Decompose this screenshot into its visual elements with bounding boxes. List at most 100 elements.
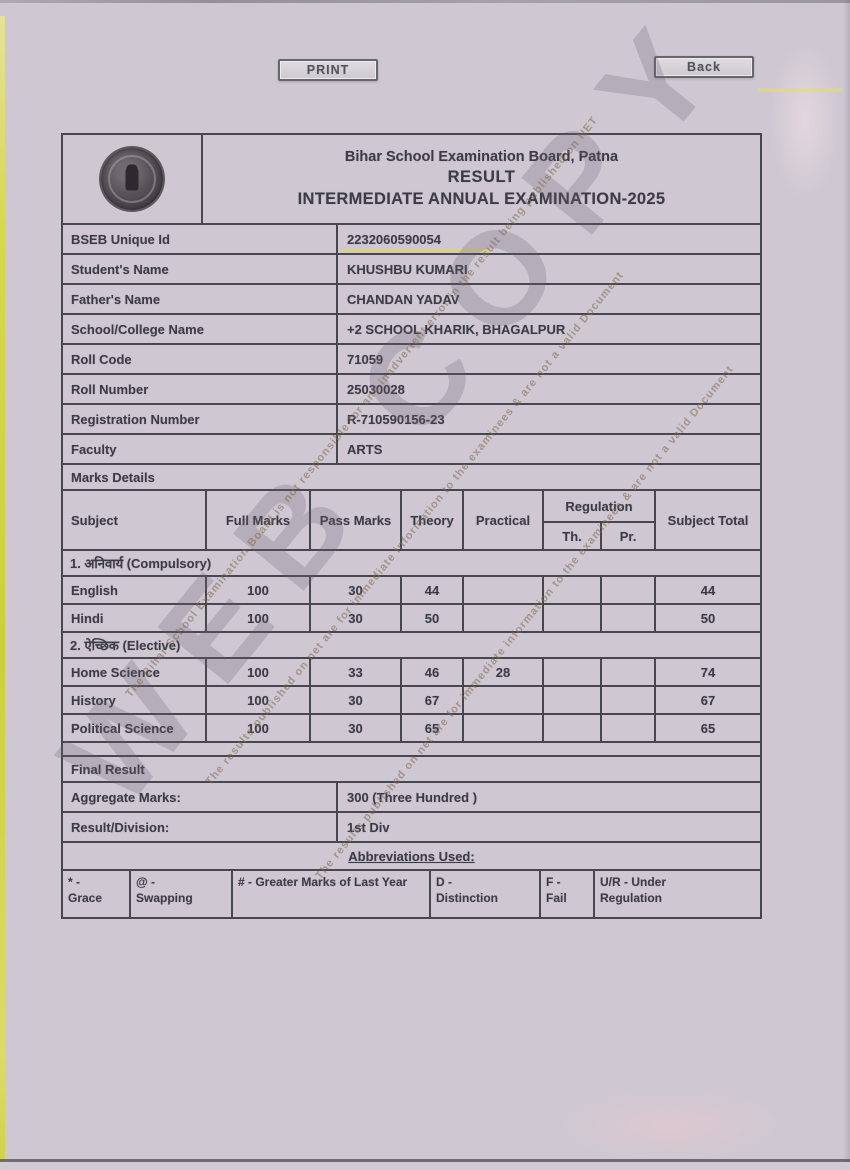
abbr-text: D - Distinction (436, 875, 498, 906)
abbr-text: @ - Swapping (136, 875, 193, 906)
info-label: Faculty (63, 435, 338, 463)
marks-cell-reg-th (542, 657, 602, 687)
scan-edge-bottom-margin (0, 1162, 850, 1170)
abbreviations-title-label: Abbreviations Used: (348, 848, 475, 864)
marks-row-political-science: Political Science 100 30 65 65 (63, 713, 760, 743)
marks-cell-theory: 67 (400, 685, 464, 715)
info-label: Registration Number (63, 405, 338, 433)
marks-cell-subject: History (63, 685, 207, 715)
marks-cell-total: 74 (654, 657, 760, 687)
info-label: School/College Name (63, 315, 338, 343)
marks-cell-total: 65 (654, 713, 760, 743)
info-row-registration-number: Registration Number R-710590156-23 (63, 403, 760, 433)
result-label: RESULT (447, 168, 516, 186)
group-compulsory-row: 1. अनिवार्य (Compulsory) (63, 549, 760, 577)
marks-cell-reg-pr (599, 657, 657, 687)
marks-row-english: English 100 30 44 44 (63, 575, 760, 605)
marks-cell-pass: 30 (309, 603, 402, 633)
marks-details-label: Marks Details (71, 469, 155, 485)
scan-edge-right-shadow (843, 0, 850, 1170)
marks-cell-practical: 28 (462, 657, 544, 687)
info-value: R-710590156-23 (347, 411, 445, 427)
marks-cell-pass: 30 (309, 713, 402, 743)
marks-cell-reg-th (542, 713, 602, 743)
abbr-fail: F - Fail (539, 871, 593, 917)
abbr-text: * - Grace (68, 875, 103, 906)
col-header-pass-marks: Pass Marks (309, 490, 402, 551)
marks-cell-total: 50 (654, 603, 760, 633)
marks-cell-theory: 50 (400, 603, 464, 633)
info-value: 25030028 (347, 381, 405, 397)
final-row-aggregate-marks: Aggregate Marks: 300 (Three Hundred ) (63, 781, 760, 811)
marks-header-row: Subject Full Marks Pass Marks Theory Pra… (63, 490, 760, 551)
info-row-school-name: School/College Name +2 SCHOOL KHARIK, BH… (63, 313, 760, 343)
info-label: Result/Division: (63, 813, 338, 841)
marks-cell-subject: English (63, 575, 207, 605)
print-button[interactable]: PRINT (278, 59, 378, 81)
abbr-swapping: @ - Swapping (129, 871, 231, 917)
marks-cell-theory: 65 (400, 713, 464, 743)
seal-figure (125, 166, 139, 191)
abbreviations-row: * - Grace @ - Swapping # - Greater Marks… (63, 869, 760, 917)
group-elective-label: 2. ऐच्छिक (Elective) (63, 631, 760, 659)
abbr-text: F - Fail (546, 875, 567, 906)
abbr-distinction: D - Distinction (429, 871, 539, 917)
marks-cell-reg-pr (599, 603, 657, 633)
info-row-roll-number: Roll Number 25030028 (63, 373, 760, 403)
info-label: Father's Name (63, 285, 338, 313)
marks-cell-subject: Hindi (63, 603, 207, 633)
marks-table: Subject Full Marks Pass Marks Theory Pra… (63, 489, 760, 755)
info-value: CHANDAN YADAV (347, 291, 460, 307)
marks-cell-pass: 30 (309, 575, 402, 605)
final-row-result-division: Result/Division: 1st Div (63, 811, 760, 841)
marks-cell-theory: 46 (400, 657, 464, 687)
marks-cell-reg-th (542, 575, 602, 605)
marks-cell-practical (462, 603, 544, 633)
col-header-subject-total: Subject Total (654, 490, 760, 551)
marks-cell-total: 44 (654, 575, 760, 605)
marks-row-home-science: Home Science 100 33 46 28 74 (63, 657, 760, 687)
marks-cell-theory: 44 (400, 575, 464, 605)
marks-cell-practical (462, 575, 544, 605)
marks-cell-reg-th (542, 603, 602, 633)
col-header-theory: Theory (400, 490, 464, 551)
col-header-practical: Practical (462, 490, 544, 551)
marks-cell-reg-pr (599, 713, 657, 743)
marks-cell-practical (462, 685, 544, 715)
col-header-full-marks: Full Marks (205, 490, 311, 551)
info-label: Aggregate Marks: (63, 783, 338, 811)
info-value: KHUSHBU KUMARI (347, 261, 468, 277)
marks-cell-full: 100 (205, 603, 311, 633)
result-document: Bihar School Examination Board, Patna RE… (61, 133, 762, 919)
bseb-seal-icon (101, 148, 163, 210)
info-label: BSEB Unique Id (63, 225, 338, 253)
marks-cell-reg-th (542, 685, 602, 715)
marks-cell-total: 67 (654, 685, 760, 715)
back-button[interactable]: Back (654, 56, 754, 78)
group-elective-row: 2. ऐच्छिक (Elective) (63, 631, 760, 659)
scan-highlight-artifact (340, 249, 490, 252)
info-value: 1st Div (347, 819, 390, 835)
marks-cell-reg-pr (599, 685, 657, 715)
final-result-label: Final Result (71, 761, 145, 777)
info-value: +2 SCHOOL KHARIK, BHAGALPUR (347, 321, 566, 337)
marks-cell-pass: 33 (309, 657, 402, 687)
abbr-text: # - Greater Marks of Last Year (238, 875, 408, 889)
marks-cell-full: 100 (205, 575, 311, 605)
info-value: 2232060590054 (347, 231, 441, 247)
info-label: Roll Number (63, 375, 338, 403)
marks-row-history: History 100 30 67 67 (63, 685, 760, 715)
marks-cell-practical (462, 713, 544, 743)
info-row-father-name: Father's Name CHANDAN YADAV (63, 283, 760, 313)
scan-edge-bottom-line (0, 1159, 850, 1162)
document-title-block: Bihar School Examination Board, Patna RE… (203, 135, 760, 223)
marks-cell-pass: 30 (309, 685, 402, 715)
scan-highlight-artifact (757, 88, 842, 92)
col-header-subject: Subject (63, 490, 207, 551)
info-row-roll-code: Roll Code 71059 (63, 343, 760, 373)
col-header-reg-th: Th. (543, 521, 602, 551)
info-row-faculty: Faculty ARTS (63, 433, 760, 463)
seal-ring (108, 155, 156, 203)
marks-cell-subject: Home Science (63, 657, 207, 687)
